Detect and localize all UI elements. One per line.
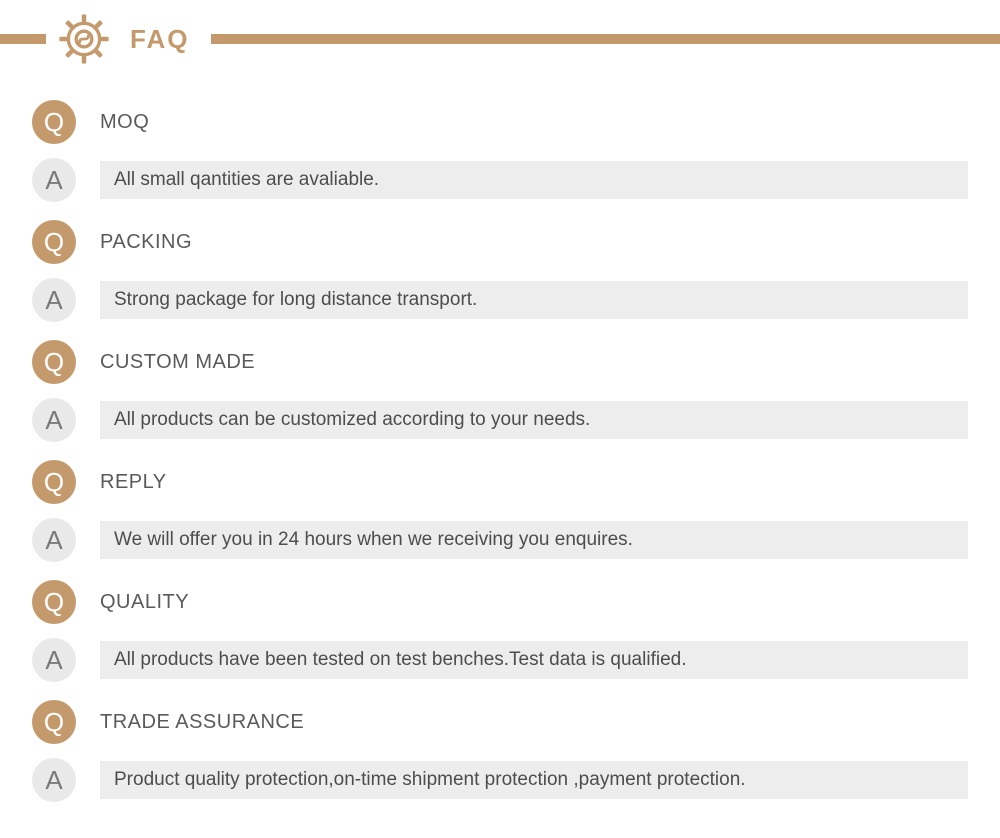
- faq-item: Q CUSTOM MADE A All products can be cust…: [32, 340, 968, 442]
- answer-text: All small qantities are avaliable.: [100, 161, 968, 199]
- question-text: QUALITY: [100, 591, 189, 614]
- q-badge: Q: [32, 340, 76, 384]
- question-row: Q PACKING: [32, 220, 968, 264]
- answer-text: All products have been tested on test be…: [100, 641, 968, 679]
- faq-item: Q PACKING A Strong package for long dist…: [32, 220, 968, 322]
- faq-item: Q MOQ A All small qantities are avaliabl…: [32, 100, 968, 202]
- q-badge: Q: [32, 580, 76, 624]
- question-text: CUSTOM MADE: [100, 351, 255, 374]
- a-badge: A: [32, 278, 76, 322]
- header-bar-right: [211, 34, 1000, 44]
- a-badge: A: [32, 158, 76, 202]
- faq-item: Q TRADE ASSURANCE A Product quality prot…: [32, 700, 968, 802]
- q-badge: Q: [32, 100, 76, 144]
- answer-text: Strong package for long distance transpo…: [100, 281, 968, 319]
- header: FAQ: [0, 0, 1000, 78]
- faq-item: Q REPLY A We will offer you in 24 hours …: [32, 460, 968, 562]
- page-title: FAQ: [130, 24, 189, 55]
- a-badge: A: [32, 638, 76, 682]
- answer-row: A All products can be customized accordi…: [32, 398, 968, 442]
- question-text: MOQ: [100, 111, 149, 134]
- question-text: PACKING: [100, 231, 192, 254]
- answer-text: Product quality protection,on-time shipm…: [100, 761, 968, 799]
- question-row: Q MOQ: [32, 100, 968, 144]
- answer-row: A All products have been tested on test …: [32, 638, 968, 682]
- a-badge: A: [32, 758, 76, 802]
- q-badge: Q: [32, 220, 76, 264]
- answer-row: A Strong package for long distance trans…: [32, 278, 968, 322]
- question-row: Q REPLY: [32, 460, 968, 504]
- answer-text: We will offer you in 24 hours when we re…: [100, 521, 968, 559]
- q-badge: Q: [32, 460, 76, 504]
- answer-text: All products can be customized according…: [100, 401, 968, 439]
- question-row: Q QUALITY: [32, 580, 968, 624]
- a-badge: A: [32, 518, 76, 562]
- gear-icon: [56, 11, 112, 67]
- header-bar-left: [0, 34, 46, 44]
- question-row: Q TRADE ASSURANCE: [32, 700, 968, 744]
- a-badge: A: [32, 398, 76, 442]
- faq-list: Q MOQ A All small qantities are avaliabl…: [0, 78, 1000, 802]
- answer-row: A All small qantities are avaliable.: [32, 158, 968, 202]
- question-text: TRADE ASSURANCE: [100, 711, 304, 734]
- question-text: REPLY: [100, 471, 167, 494]
- faq-item: Q QUALITY A All products have been teste…: [32, 580, 968, 682]
- answer-row: A We will offer you in 24 hours when we …: [32, 518, 968, 562]
- q-badge: Q: [32, 700, 76, 744]
- question-row: Q CUSTOM MADE: [32, 340, 968, 384]
- answer-row: A Product quality protection,on-time shi…: [32, 758, 968, 802]
